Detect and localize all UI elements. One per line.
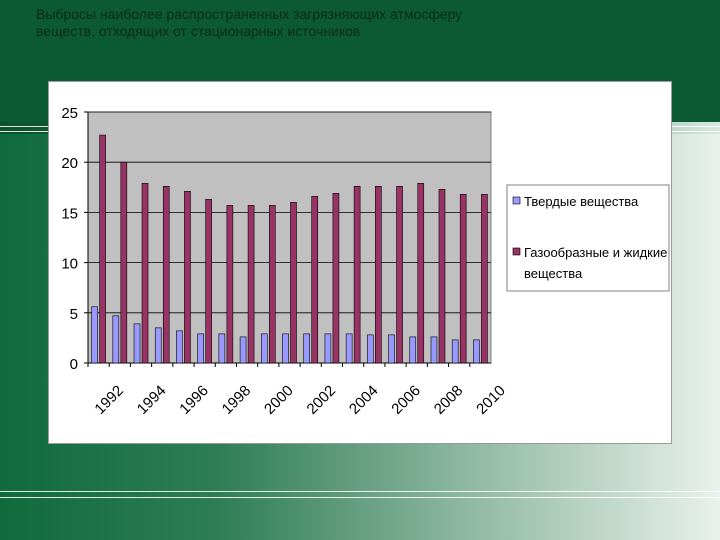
bar-solid-substances [218,333,226,364]
bar-solid-substances [91,306,98,364]
bar-solid-substances [451,339,459,364]
bar-gaseous-liquid-substances [247,205,255,364]
x-tick-label: 2002 [304,382,340,418]
bar-gaseous-liquid-substances [481,194,488,364]
bar-solid-substances [324,333,332,364]
x-tick-label: 2008 [431,382,467,418]
legend-label-gas-line1: Газообразные и жидкие [524,245,667,260]
y-tick-label: 10 [61,256,78,273]
y-tick-label: 20 [61,155,78,172]
bar-gaseous-liquid-substances [226,205,234,364]
x-tick-label: 2006 [388,382,424,418]
x-tick-label: 1996 [176,382,212,418]
bar-gaseous-liquid-substances [459,194,467,364]
slide-title-line1: Выбросы наиболее распространенных загряз… [36,6,463,22]
slide-title-line2: веществ, отходящих от стационарных источ… [36,23,361,39]
bar-gaseous-liquid-substances [417,182,425,364]
bar-solid-substances [260,333,268,364]
y-tick-label: 0 [70,356,78,373]
x-tick-label: 2000 [261,382,297,418]
legend-label-gas-line2: вещества [524,266,583,281]
bar-gaseous-liquid-substances [141,182,149,364]
decorative-stripe [0,497,720,498]
legend-box [506,184,670,292]
bar-solid-substances [303,333,311,364]
x-tick-label: 2004 [346,382,382,418]
bar-gaseous-liquid-substances [162,185,170,364]
y-tick-label: 5 [70,306,78,323]
bar-solid-substances [133,323,141,364]
bar-solid-substances [345,333,353,364]
chart-frame: 0 5 10 15 20 25 1992 1994 1996 1998 2000 2002 2004 20… [48,81,672,444]
bar-gaseous-liquid-substances [311,196,319,364]
bar-gaseous-liquid-substances [290,202,297,364]
x-tick-label: 1992 [91,382,127,418]
bar-gaseous-liquid-substances [268,205,276,364]
plot-area [87,111,492,364]
bar-gaseous-liquid-substances [353,185,361,364]
bar-gaseous-liquid-substances [205,199,212,364]
bar-solid-substances [176,330,183,364]
bar-solid-substances [473,339,480,364]
bar-solid-substances [388,334,395,364]
bar-gaseous-liquid-substances [396,185,403,364]
bar-solid-substances [367,334,374,364]
legend-swatch-solid [512,196,521,205]
y-tick-label: 25 [61,105,78,122]
bar-solid-substances [409,336,417,364]
bar-gaseous-liquid-substances [99,134,106,364]
bar-solid-substances [430,336,438,364]
legend-swatch-gas [512,247,521,256]
x-tick-label: 1998 [219,382,255,418]
bar-solid-substances [239,336,247,364]
bar-solid-substances [197,333,204,364]
bar-solid-substances [154,327,162,364]
decorative-stripe [0,491,720,492]
bar-gaseous-liquid-substances [332,193,340,364]
bar-gaseous-liquid-substances [438,189,446,364]
bar-gaseous-liquid-substances [375,185,382,364]
bar-solid-substances [112,315,120,364]
y-tick-label: 15 [61,205,78,222]
x-tick-label: 1994 [134,382,170,418]
legend-label-solid: Твердые вещества [524,194,639,209]
bar-solid-substances [282,333,289,364]
slide-title: Выбросы наиболее распространенных загряз… [36,6,636,40]
bar-gaseous-liquid-substances [184,191,191,364]
x-tick-label: 2010 [473,382,509,418]
bar-gaseous-liquid-substances [120,161,128,364]
